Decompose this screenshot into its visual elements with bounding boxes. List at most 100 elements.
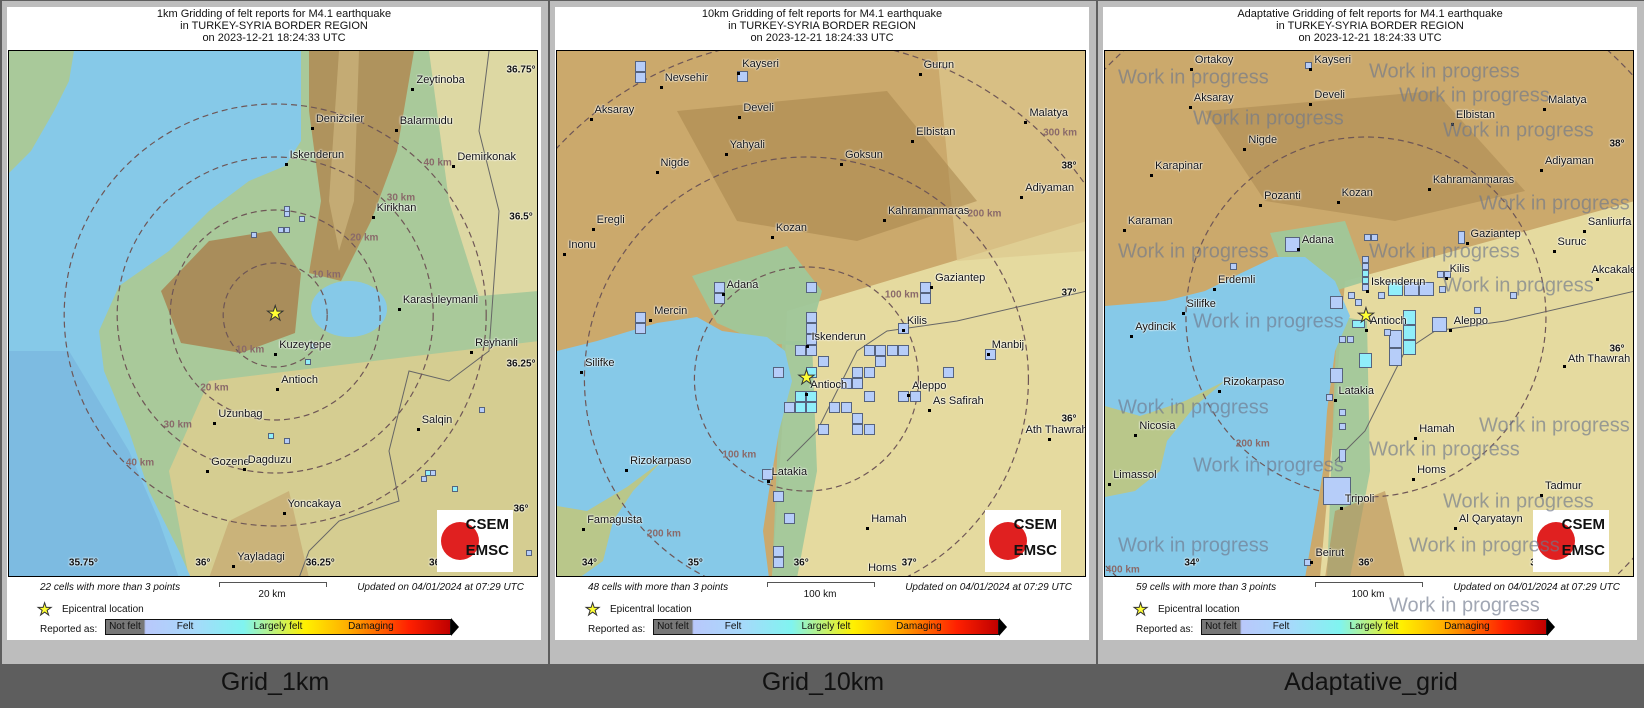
grid-cell[interactable] [1230,262,1238,270]
grid-cell[interactable] [772,556,784,568]
grid-cell[interactable] [1362,255,1370,263]
grid-cell[interactable] [283,227,290,233]
grid-cell[interactable] [840,377,852,389]
grid-cell[interactable] [863,390,875,402]
grid-cell[interactable] [537,323,538,329]
grid-cell[interactable] [1431,316,1447,332]
grid-cell[interactable] [1378,291,1386,299]
grid-cell[interactable] [1403,324,1417,340]
grid-cell[interactable] [1362,269,1370,277]
grid-cell[interactable] [478,407,485,413]
grid-cell[interactable] [794,401,806,413]
felt-map[interactable]: Kayseri Nevsehir Aksaray Develi Gurun Malatya… [556,50,1086,577]
grid-cell[interactable] [852,412,864,424]
grid-cell[interactable] [806,322,818,334]
grid-cell[interactable] [817,423,829,435]
grid-cell[interactable] [430,470,437,476]
grid-cell[interactable] [784,512,796,524]
grid-cell[interactable] [817,355,829,367]
grid-cell[interactable] [772,545,784,557]
grid-cell[interactable] [1419,282,1435,296]
grid-cell[interactable] [806,311,818,323]
grid-cell[interactable] [635,71,647,83]
grid-cell[interactable] [1444,270,1452,278]
grid-cell[interactable] [772,490,784,502]
grid-cell[interactable] [736,70,748,82]
grid-cell[interactable] [1325,393,1333,401]
epicenter-star-icon[interactable]: ★ [797,367,816,389]
grid-cell[interactable] [794,390,806,402]
grid-cell[interactable] [1304,61,1312,69]
grid-cell[interactable] [1403,282,1419,296]
grid-cell[interactable] [898,322,910,334]
grid-cell[interactable] [772,366,784,378]
grid-cell[interactable] [852,377,864,389]
grid-cell[interactable] [452,486,459,492]
grid-cell[interactable] [1330,295,1344,309]
grid-cell[interactable] [875,344,887,356]
grid-cell[interactable] [713,292,725,304]
grid-cell[interactable] [985,348,997,360]
grid-cell[interactable] [863,344,875,356]
grid-cell[interactable] [635,60,647,72]
grid-cell[interactable] [875,355,887,367]
grid-cell[interactable] [840,401,852,413]
grid-cell[interactable] [1339,448,1347,462]
grid-cell[interactable] [920,292,932,304]
grid-cell[interactable] [1388,348,1402,366]
grid-cell[interactable] [806,366,818,378]
grid-cell[interactable] [806,344,818,356]
grid-cell[interactable] [898,344,910,356]
grid-cell[interactable] [525,550,532,556]
grid-cell[interactable] [1384,328,1392,336]
grid-cell[interactable] [309,343,316,349]
grid-cell[interactable] [886,344,898,356]
grid-cell[interactable] [762,468,774,480]
grid-cell[interactable] [1339,422,1347,430]
grid-cell[interactable] [1322,477,1351,505]
epicenter-star-icon[interactable]: ★ [266,303,285,325]
grid-cell[interactable] [829,401,841,413]
grid-cell[interactable] [283,438,290,444]
grid-cell[interactable] [1403,309,1417,325]
grid-cell[interactable] [852,366,864,378]
grid-cell[interactable] [421,476,427,482]
grid-cell[interactable] [1339,335,1347,343]
epicenter-star-icon[interactable]: ★ [1356,305,1375,327]
grid-cell[interactable] [852,423,864,435]
grid-cell[interactable] [268,433,274,439]
grid-cell[interactable] [1387,282,1403,296]
grid-cell[interactable] [713,281,725,293]
grid-cell[interactable] [1362,276,1370,284]
grid-cell[interactable] [909,390,921,402]
grid-cell[interactable] [1457,230,1465,244]
grid-cell[interactable] [1347,291,1355,299]
grid-cell[interactable] [1473,306,1481,314]
felt-map[interactable]: Ortakoy Kayseri Aksaray Develi Malatya Elbist… [1104,50,1634,577]
grid-cell[interactable] [1303,558,1311,566]
grid-cell[interactable] [1510,291,1518,299]
grid-cell[interactable] [251,232,258,238]
grid-cell[interactable] [794,344,806,356]
grid-cell[interactable] [1363,233,1371,241]
grid-cell[interactable] [635,322,647,334]
grid-cell[interactable] [1388,330,1402,348]
grid-cell[interactable] [1330,367,1344,383]
grid-cell[interactable] [784,401,796,413]
grid-cell[interactable] [1346,335,1354,343]
grid-cell[interactable] [304,359,311,365]
grid-cell[interactable] [1339,408,1347,416]
grid-cell[interactable] [943,366,955,378]
grid-cell[interactable] [806,401,818,413]
grid-cell[interactable] [806,281,818,293]
grid-cell[interactable] [1403,339,1417,355]
grid-cell[interactable] [806,390,818,402]
grid-cell[interactable] [1285,236,1301,252]
grid-cell[interactable] [1362,262,1370,270]
grid-cell[interactable] [283,211,290,217]
grid-cell[interactable] [806,333,818,345]
grid-cell[interactable] [1362,283,1370,291]
grid-cell[interactable] [635,311,647,323]
grid-cell[interactable] [863,423,875,435]
grid-cell[interactable] [1438,285,1446,293]
